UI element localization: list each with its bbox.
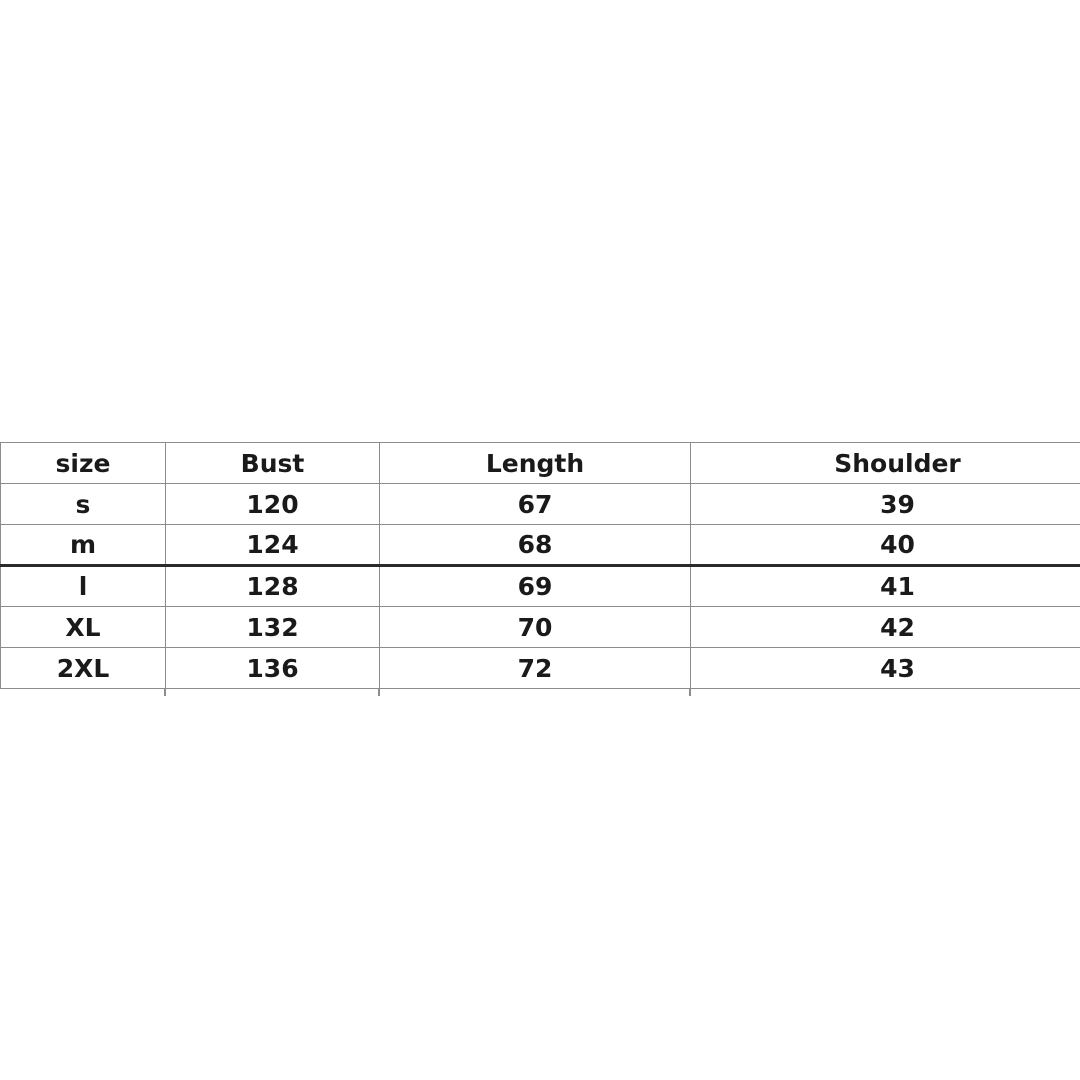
header-cell-bust: Bust (165, 442, 380, 484)
header-cell-size: size (0, 442, 166, 484)
header-cell-shoulder: Shoulder (690, 442, 1080, 484)
cell-size: l (0, 565, 166, 607)
cell-bust: 128 (165, 565, 380, 607)
cell-shoulder: 42 (690, 606, 1080, 648)
cell-length: 67 (379, 483, 691, 525)
cell-shoulder: 40 (690, 524, 1080, 567)
cell-size: m (0, 524, 166, 567)
header-cell-length: Length (379, 442, 691, 484)
cell-bust: 120 (165, 483, 380, 525)
header-row: size Bust Length Shoulder (0, 442, 1080, 484)
column-divider-tick (164, 688, 166, 696)
cell-shoulder: 41 (690, 565, 1080, 607)
table-row-xl: XL 132 70 42 (0, 606, 1080, 648)
size-chart-table: size Bust Length Shoulder s 120 67 39 m … (0, 442, 1080, 689)
size-chart-table-wrap: size Bust Length Shoulder s 120 67 39 m … (0, 442, 1080, 702)
cell-length: 68 (379, 524, 691, 567)
table-row-s: s 120 67 39 (0, 483, 1080, 525)
cell-bust: 124 (165, 524, 380, 567)
table-row-m: m 124 68 40 (0, 524, 1080, 567)
cell-length: 72 (379, 647, 691, 689)
cell-bust: 132 (165, 606, 380, 648)
cell-length: 69 (379, 565, 691, 607)
cell-size: s (0, 483, 166, 525)
cell-bust: 136 (165, 647, 380, 689)
cell-shoulder: 39 (690, 483, 1080, 525)
cell-shoulder: 43 (690, 647, 1080, 689)
cell-size: XL (0, 606, 166, 648)
cell-length: 70 (379, 606, 691, 648)
table-row-l: l 128 69 41 (0, 565, 1080, 607)
table-row-2xl: 2XL 136 72 43 (0, 647, 1080, 689)
column-divider-tick (689, 688, 691, 696)
column-divider-tick (378, 688, 380, 696)
cell-size: 2XL (0, 647, 166, 689)
